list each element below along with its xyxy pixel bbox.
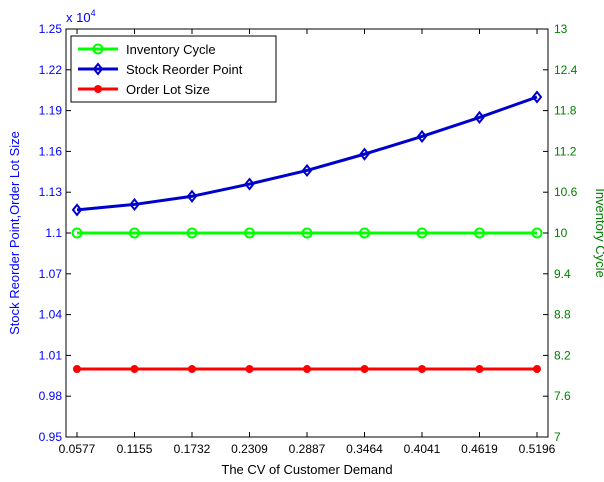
right-tick-label: 7.6	[554, 389, 571, 403]
data-point	[474, 227, 485, 239]
right-axis-label: Inventory Cycle	[593, 188, 604, 278]
data-point	[359, 227, 370, 239]
x-tick-label: 0.5196	[519, 442, 556, 456]
data-point	[129, 197, 140, 212]
right-tick-label: 12.4	[554, 63, 578, 77]
left-tick-label: 1.16	[39, 144, 63, 158]
legend-item: Order Lot Size	[78, 82, 210, 97]
left-tick-label: 1.04	[39, 308, 63, 322]
data-point	[244, 227, 255, 239]
left-tick-label: 1.1	[45, 226, 62, 240]
x-tick-label: 0.2887	[289, 442, 326, 456]
data-point	[71, 203, 83, 217]
data-point	[533, 365, 541, 373]
left-tick-label: 1.01	[39, 348, 63, 362]
data-point	[418, 365, 426, 373]
legend-label: Inventory Cycle	[126, 42, 216, 57]
data-point	[130, 365, 139, 373]
right-tick-label: 8.2	[554, 348, 571, 362]
data-point	[73, 365, 81, 373]
data-point	[245, 365, 254, 373]
right-tick-label: 8.8	[554, 308, 571, 322]
right-tick-label: 9.4	[554, 267, 571, 281]
data-point	[71, 227, 83, 239]
right-tick-label: 11.2	[554, 144, 577, 158]
left-tick-label: 1.19	[39, 104, 63, 118]
left-tick-label: 1.13	[39, 185, 63, 199]
data-point	[416, 227, 428, 239]
legend: Inventory Cycle Stock Reorder Point Order …	[70, 35, 277, 103]
left-tick-label: 1.25	[39, 22, 63, 36]
series-inventory-cycle	[71, 227, 543, 239]
right-tick-label: 7	[554, 430, 561, 444]
legend-item: Stock Reorder Point	[78, 62, 243, 77]
right-axis: 7 7.6 8.2 8.8 9.4 10 10.6 11.2 11.8 12.4 13	[543, 22, 578, 444]
data-point	[244, 177, 255, 191]
legend-swatch-marker	[94, 85, 102, 93]
series-layer	[71, 90, 543, 373]
legend-swatch-marker	[92, 43, 104, 55]
data-point	[188, 365, 196, 373]
data-point	[186, 189, 198, 203]
data-point	[303, 365, 311, 373]
data-point	[416, 129, 428, 144]
data-point	[301, 227, 313, 239]
legend-label: Order Lot Size	[126, 82, 210, 97]
x-tick-label: 0.2309	[231, 442, 268, 456]
series-line	[76, 95, 538, 212]
legend-swatch-marker	[92, 62, 104, 76]
x-tick-label: 0.4041	[404, 442, 441, 456]
x-tick-label: 0.1155	[117, 442, 153, 456]
left-exponent-power: 4	[91, 8, 96, 18]
data-point	[301, 163, 313, 178]
left-exponent-label: x 104	[66, 8, 96, 25]
data-point	[129, 227, 140, 239]
x-tick-label: 0.4619	[461, 442, 498, 456]
legend-label: Stock Reorder Point	[126, 62, 243, 77]
right-tick-label: 13	[554, 22, 568, 36]
x-tick-label: 0.1732	[174, 442, 211, 456]
data-point	[531, 227, 543, 239]
series-stock-reorder-point	[71, 90, 543, 217]
left-tick-label: 0.98	[39, 389, 63, 403]
data-point	[360, 365, 369, 373]
right-tick-label: 11.8	[554, 104, 577, 118]
left-tick-label: 1.22	[39, 63, 63, 77]
legend-item: Inventory Cycle	[78, 42, 216, 57]
legend-items: Inventory Cycle Stock Reorder Point Order …	[78, 42, 243, 97]
left-axis-label: Stock Reorder Point,Order Lot Size	[7, 131, 22, 335]
data-point	[359, 147, 370, 161]
data-point	[186, 227, 198, 239]
right-tick-label: 10	[554, 226, 568, 240]
left-tick-label: 1.07	[39, 267, 63, 281]
series-order-lot-size	[73, 365, 541, 373]
data-point	[474, 110, 485, 125]
left-axis: 0.95 0.98 1.01 1.04 1.07 1.1 1.13 1.16 1.19 1.22 1…	[39, 22, 71, 444]
x-axis: 0.0577 0.1155 0.1732 0.2309 0.2887 0.3464 0.40…	[59, 29, 556, 456]
left-exponent-base: x 10	[66, 10, 91, 25]
data-point	[475, 365, 484, 373]
left-tick-label: 0.95	[39, 430, 63, 444]
data-point	[531, 90, 543, 104]
right-tick-label: 10.6	[554, 185, 578, 199]
x-axis-label: The CV of Customer Demand	[221, 462, 392, 477]
x-tick-label: 0.3464	[346, 442, 383, 456]
x-tick-label: 0.0577	[59, 442, 96, 456]
